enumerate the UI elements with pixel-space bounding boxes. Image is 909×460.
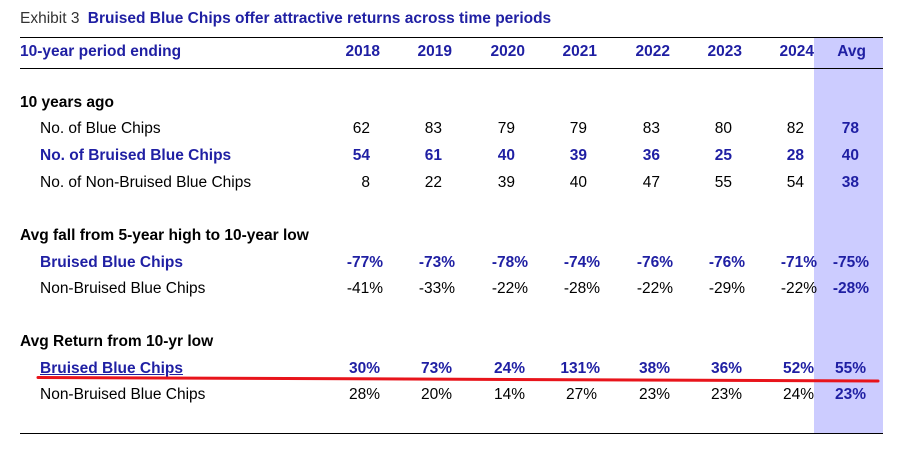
cell: -22% <box>780 280 817 297</box>
cell: -74% <box>563 254 600 271</box>
cell: 38% <box>638 360 670 377</box>
table-row: Non-Bruised Blue Chips 28% 20% 14% 27% 2… <box>20 382 883 408</box>
year-2022: 2022 <box>635 43 670 60</box>
section-title: Avg fall from 5-year high to 10-year low <box>20 227 309 244</box>
table-row: No. of Blue Chips 62 83 79 79 83 80 82 7… <box>20 116 883 142</box>
cell: 28% <box>348 386 380 403</box>
row-label: No. of Non-Bruised Blue Chips <box>40 174 252 191</box>
cell: 79 <box>569 120 587 137</box>
cell: 40 <box>569 174 587 191</box>
exhibit-title: Exhibit 3 Bruised Blue Chips offer attra… <box>20 10 551 28</box>
avg-column-highlight <box>814 37 883 434</box>
avg-cell: 55% <box>834 360 866 377</box>
row-label: No. of Blue Chips <box>40 120 161 137</box>
cell: -22% <box>491 280 528 297</box>
avg-cell: 23% <box>834 386 866 403</box>
cell: -22% <box>636 280 673 297</box>
cell: 23% <box>638 386 670 403</box>
top-rule <box>20 37 883 38</box>
cell: -73% <box>418 254 455 271</box>
section-title: 10 years ago <box>20 94 114 111</box>
period-label: 10-year period ending <box>20 43 182 60</box>
cell: -78% <box>491 254 528 271</box>
year-2020: 2020 <box>490 43 525 60</box>
cell: 36 <box>642 147 660 164</box>
cell: 131% <box>560 360 600 377</box>
table-row: Bruised Blue Chips 30% 73% 24% 131% 38% … <box>20 356 883 382</box>
header-rule <box>20 68 883 69</box>
avg-header: Avg <box>837 43 866 60</box>
cell: 55 <box>714 174 732 191</box>
cell: -41% <box>346 280 383 297</box>
year-2021: 2021 <box>562 43 597 60</box>
cell: 22 <box>424 174 442 191</box>
cell: 8 <box>361 174 370 191</box>
cell: 62 <box>352 120 370 137</box>
table-row: No. of Non-Bruised Blue Chips 8 22 39 40… <box>20 170 883 196</box>
cell: 54 <box>786 174 804 191</box>
row-label: Bruised Blue Chips <box>40 360 183 377</box>
cell: -76% <box>708 254 745 271</box>
cell: 61 <box>424 147 442 164</box>
cell: 24% <box>782 386 814 403</box>
cell: 80 <box>714 120 732 137</box>
cell: 23% <box>710 386 742 403</box>
cell: 30% <box>348 360 380 377</box>
avg-cell: -28% <box>832 280 869 297</box>
cell: -71% <box>780 254 817 271</box>
year-2019: 2019 <box>417 43 452 60</box>
exhibit-label: Exhibit 3 <box>20 10 80 27</box>
avg-cell: 40 <box>841 147 859 164</box>
cell: 47 <box>642 174 660 191</box>
highlight-line <box>36 376 880 383</box>
table-row: Bruised Blue Chips -77% -73% -78% -74% -… <box>20 250 883 276</box>
section-title-ten-years: 10 years ago <box>20 90 883 116</box>
year-2023: 2023 <box>707 43 742 60</box>
row-label: Non-Bruised Blue Chips <box>40 386 206 403</box>
row-label: Non-Bruised Blue Chips <box>40 280 206 297</box>
cell: -33% <box>418 280 455 297</box>
section-title-avg-return: Avg Return from 10-yr low <box>20 329 883 355</box>
header-row: 10-year period ending 2018 2019 2020 202… <box>20 39 883 65</box>
cell: 52% <box>782 360 814 377</box>
row-label: No. of Bruised Blue Chips <box>40 147 232 164</box>
row-label: Bruised Blue Chips <box>40 254 183 271</box>
cell: 25 <box>714 147 732 164</box>
year-2018: 2018 <box>345 43 380 60</box>
cell: -77% <box>346 254 383 271</box>
table-row: Non-Bruised Blue Chips -41% -33% -22% -2… <box>20 276 883 302</box>
section-title-avg-fall: Avg fall from 5-year high to 10-year low <box>20 223 883 249</box>
cell: 14% <box>493 386 525 403</box>
cell: 39 <box>497 174 515 191</box>
cell: 73% <box>420 360 452 377</box>
cell: 54 <box>352 147 370 164</box>
cell: 79 <box>497 120 515 137</box>
cell: 40 <box>497 147 515 164</box>
avg-cell: 78 <box>841 120 859 137</box>
cell: 39 <box>569 147 587 164</box>
cell: 36% <box>710 360 742 377</box>
exhibit-heading: Bruised Blue Chips offer attractive retu… <box>87 10 552 27</box>
cell: 20% <box>420 386 452 403</box>
cell: 24% <box>493 360 525 377</box>
cell: -29% <box>708 280 745 297</box>
cell: 28 <box>786 147 804 164</box>
cell: -76% <box>636 254 673 271</box>
cell: 83 <box>642 120 660 137</box>
bottom-rule <box>20 433 883 434</box>
cell: -28% <box>563 280 600 297</box>
cell: 83 <box>424 120 442 137</box>
section-title: Avg Return from 10-yr low <box>20 333 214 350</box>
year-2024: 2024 <box>779 43 814 60</box>
avg-cell: -75% <box>832 254 869 271</box>
table-row: No. of Bruised Blue Chips 54 61 40 39 36… <box>20 143 883 169</box>
cell: 82 <box>786 120 804 137</box>
avg-cell: 38 <box>841 174 859 191</box>
cell: 27% <box>565 386 597 403</box>
